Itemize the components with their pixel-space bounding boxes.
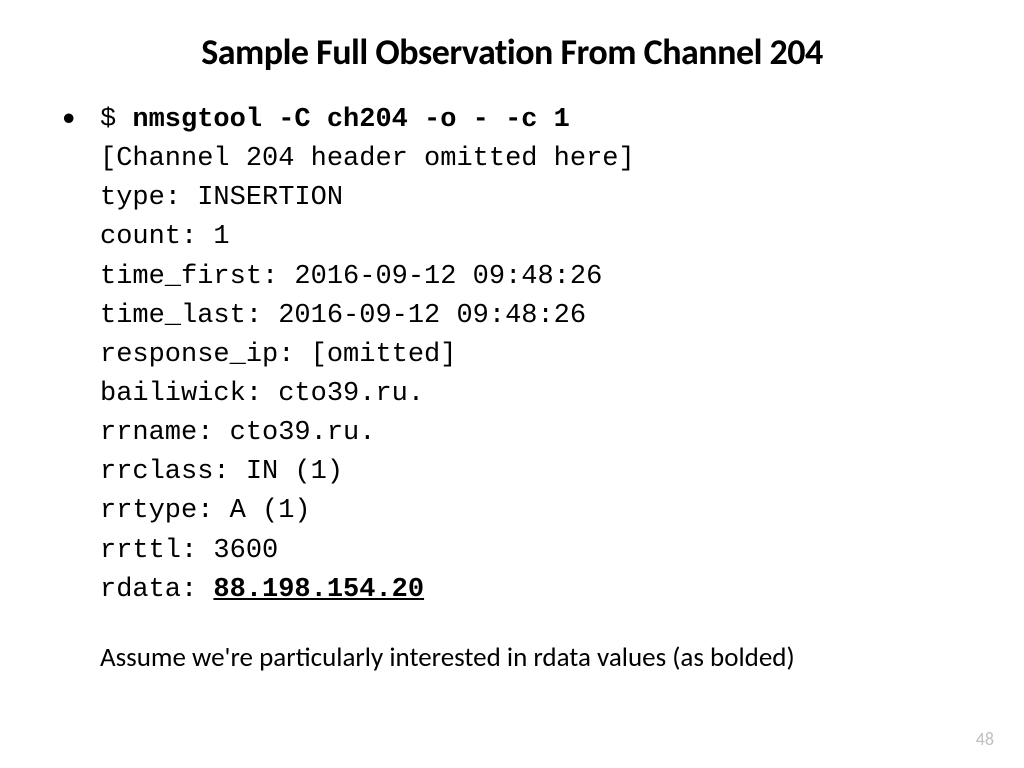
output-rrtype: rrtype: A (1) xyxy=(100,492,974,531)
output-type: type: INSERTION xyxy=(100,179,974,218)
output-header: [Channel 204 header omitted here] xyxy=(100,140,974,179)
output-rrclass: rrclass: IN (1) xyxy=(100,453,974,492)
rdata-label: rdata: xyxy=(100,575,213,605)
output-time-last: time_last: 2016-09-12 09:48:26 xyxy=(100,297,974,336)
output-rrname: rrname: cto39.ru. xyxy=(100,414,974,453)
command-line: $ nmsgtool -C ch204 -o - -c 1 xyxy=(100,98,974,140)
bullet-marker: • xyxy=(62,98,75,137)
output-time-first: time_first: 2016-09-12 09:48:26 xyxy=(100,258,974,297)
output-rdata: rdata: 88.198.154.20 xyxy=(100,571,974,610)
page-number: 48 xyxy=(976,728,994,750)
slide-body: • $ nmsgtool -C ch204 -o - -c 1 [Channel… xyxy=(50,98,974,677)
shell-prompt: $ xyxy=(100,105,132,135)
output-response-ip: response_ip: [omitted] xyxy=(100,336,974,375)
rdata-value: 88.198.154.20 xyxy=(213,575,424,605)
output-bailiwick: bailiwick: cto39.ru. xyxy=(100,375,974,414)
command-text: nmsgtool -C ch204 -o - -c 1 xyxy=(132,105,569,135)
footer-note: Assume we're particularly interested in … xyxy=(100,638,974,677)
output-count: count: 1 xyxy=(100,218,974,257)
output-rrttl: rrttl: 3600 xyxy=(100,532,974,571)
slide-title: Sample Full Observation From Channel 204 xyxy=(50,30,974,74)
